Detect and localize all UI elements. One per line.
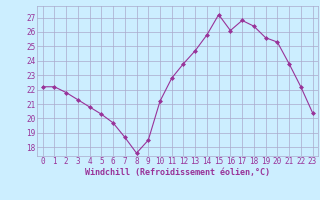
X-axis label: Windchill (Refroidissement éolien,°C): Windchill (Refroidissement éolien,°C) <box>85 168 270 177</box>
